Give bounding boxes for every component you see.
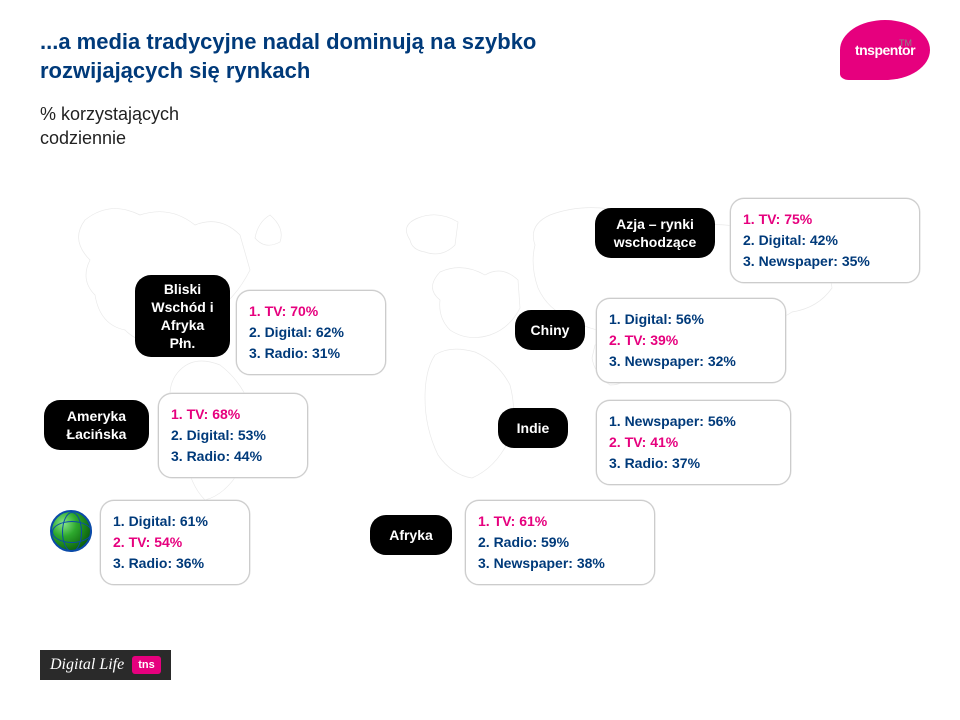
stat-line: 2. TV: 39% <box>609 330 769 351</box>
footer-badge: Digital Life tns <box>40 650 171 680</box>
stat-line: 3. Newspaper: 35% <box>743 251 903 272</box>
region-afryka: Afryka <box>370 515 452 555</box>
subtitle: % korzystających codziennie <box>40 103 920 150</box>
stat-line: 1. TV: 75% <box>743 209 903 230</box>
region-asia: Azja – rynki wschodzące <box>595 208 715 258</box>
stat-line: 2. TV: 41% <box>609 432 774 453</box>
subtitle-line-2: codziennie <box>40 128 126 148</box>
stats-china: 1. Digital: 56% 2. TV: 39% 3. Newspaper:… <box>596 298 786 383</box>
stat-line: 1. TV: 68% <box>171 404 291 425</box>
stats-indie: 1. Newspaper: 56% 2. TV: 41% 3. Radio: 3… <box>596 400 791 485</box>
globe-icon <box>50 510 92 552</box>
stat-line: 3. Newspaper: 38% <box>478 553 638 574</box>
digital-life-label: Digital Life <box>50 656 124 674</box>
region-latam: Ameryka Łacińska <box>44 400 149 450</box>
page-title: ...a media tradycyjne nadal dominują na … <box>40 28 920 85</box>
region-mena: Bliski Wschód i Afryka Płn. <box>135 275 230 357</box>
title-line-2: rozwijających się rynkach <box>40 58 310 83</box>
stat-line: 2. Digital: 42% <box>743 230 903 251</box>
stat-line: 1. TV: 61% <box>478 511 638 532</box>
stat-line: 1. Newspaper: 56% <box>609 411 774 432</box>
stat-line: 1. Digital: 56% <box>609 309 769 330</box>
stat-line: 2. TV: 54% <box>113 532 233 553</box>
trademark-icon: TM <box>899 38 912 48</box>
stat-line: 1. TV: 70% <box>249 301 369 322</box>
stat-line: 2. Radio: 59% <box>478 532 638 553</box>
stats-latam: 1. TV: 68% 2. Digital: 53% 3. Radio: 44% <box>158 393 308 478</box>
region-china: Chiny <box>515 310 585 350</box>
stat-line: 3. Radio: 36% <box>113 553 233 574</box>
stat-line: 1. Digital: 61% <box>113 511 233 532</box>
stat-line: 2. Digital: 62% <box>249 322 369 343</box>
stat-line: 3. Radio: 44% <box>171 446 291 467</box>
title-line-1: ...a media tradycyjne nadal dominują na … <box>40 29 536 54</box>
stats-global: 1. Digital: 61% 2. TV: 54% 3. Radio: 36% <box>100 500 250 585</box>
subtitle-line-1: % korzystających <box>40 104 179 124</box>
stats-mena: 1. TV: 70% 2. Digital: 62% 3. Radio: 31% <box>236 290 386 375</box>
region-indie: Indie <box>498 408 568 448</box>
tns-badge: tns <box>132 656 161 674</box>
stats-asia: 1. TV: 75% 2. Digital: 42% 3. Newspaper:… <box>730 198 920 283</box>
header: ...a media tradycyjne nadal dominują na … <box>0 0 960 150</box>
stat-line: 3. Radio: 31% <box>249 343 369 364</box>
stat-line: 3. Radio: 37% <box>609 453 774 474</box>
stat-line: 3. Newspaper: 32% <box>609 351 769 372</box>
stats-afryka: 1. TV: 61% 2. Radio: 59% 3. Newspaper: 3… <box>465 500 655 585</box>
tns-logo: tnspentor TM <box>840 20 930 80</box>
stat-line: 2. Digital: 53% <box>171 425 291 446</box>
